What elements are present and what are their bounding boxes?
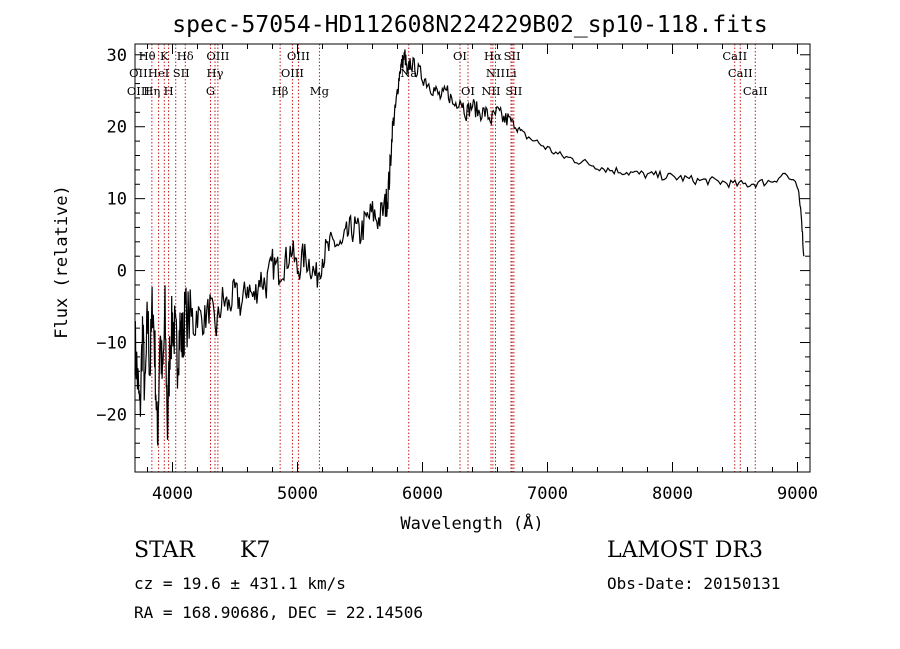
y-tick-label-4: 20 <box>107 118 127 138</box>
line-label-25: NII <box>481 84 500 98</box>
x-tick-label-5: 9000 <box>777 484 818 504</box>
y-tick-label-3: 10 <box>107 190 127 210</box>
x-tick-label-4: 8000 <box>652 484 693 504</box>
line-label-1: K <box>160 49 169 63</box>
line-label-12: Hγ <box>207 66 224 80</box>
observation-date: Obs-Date: 20150131 <box>607 574 781 593</box>
line-label-9: OII <box>129 66 148 80</box>
survey-name: LAMOST DR3 <box>607 538 763 563</box>
line-label-20: H <box>164 84 174 98</box>
flux-series-line <box>134 49 805 446</box>
line-label-22: Hβ <box>272 84 289 98</box>
line-label-6: Hα <box>484 49 502 63</box>
spectral-subclass: K7 <box>240 538 271 563</box>
line-label-16: Na <box>400 66 417 80</box>
line-label-17: CaII <box>728 66 753 80</box>
x-tick-label-1: 5000 <box>277 484 318 504</box>
line-label-23: Mg <box>310 84 330 98</box>
line-label-13: OIII <box>281 66 304 80</box>
line-label-27: CaII <box>743 84 768 98</box>
y-tick-label-2: 0 <box>117 262 127 282</box>
x-tick-label-0: 4000 <box>152 484 193 504</box>
redshift-cz: cz = 19.6 ± 431.1 km/s <box>134 574 346 593</box>
line-label-2: Hδ <box>177 49 194 63</box>
line-label-24: OI <box>461 84 475 98</box>
line-label-8: CaII <box>722 49 747 63</box>
x-tick-label-2: 6000 <box>402 484 443 504</box>
line-label-21: G <box>206 84 215 98</box>
y-tick-label-0: −20 <box>96 405 127 425</box>
object-class: STAR <box>134 538 195 563</box>
x-axis-label: Wavelength (Å) <box>400 512 543 534</box>
y-tick-label-5: 30 <box>107 46 127 66</box>
line-label-19: Hη <box>143 84 160 98</box>
line-label-18: OIII <box>127 84 150 98</box>
line-label-11: SII <box>173 66 190 80</box>
line-label-26: SII <box>505 84 522 98</box>
x-tick-label-3: 7000 <box>527 484 568 504</box>
y-axis-ticks: −20 −10 0 10 20 30 <box>96 46 810 459</box>
line-label-3: OIII <box>206 49 229 63</box>
line-label-4: OIII <box>287 49 310 63</box>
line-label-14: NII <box>486 66 505 80</box>
coordinates: RA = 168.90686, DEC = 22.14506 <box>134 603 423 622</box>
line-label-0: Hθ <box>139 49 156 63</box>
chart-title: spec-57054-HD112608N224229B02_sp10-118.f… <box>172 12 767 38</box>
x-axis-ticks: 4000 5000 6000 7000 8000 9000 <box>147 44 818 504</box>
line-label-15: Li <box>505 66 517 80</box>
y-axis-label: Flux (relative) <box>52 185 72 339</box>
spectral-line-markers <box>151 44 756 472</box>
y-tick-label-1: −10 <box>96 334 127 354</box>
line-label-5: OI <box>453 49 467 63</box>
line-label-10: HeI <box>148 66 169 80</box>
line-label-7: SII <box>504 49 521 63</box>
